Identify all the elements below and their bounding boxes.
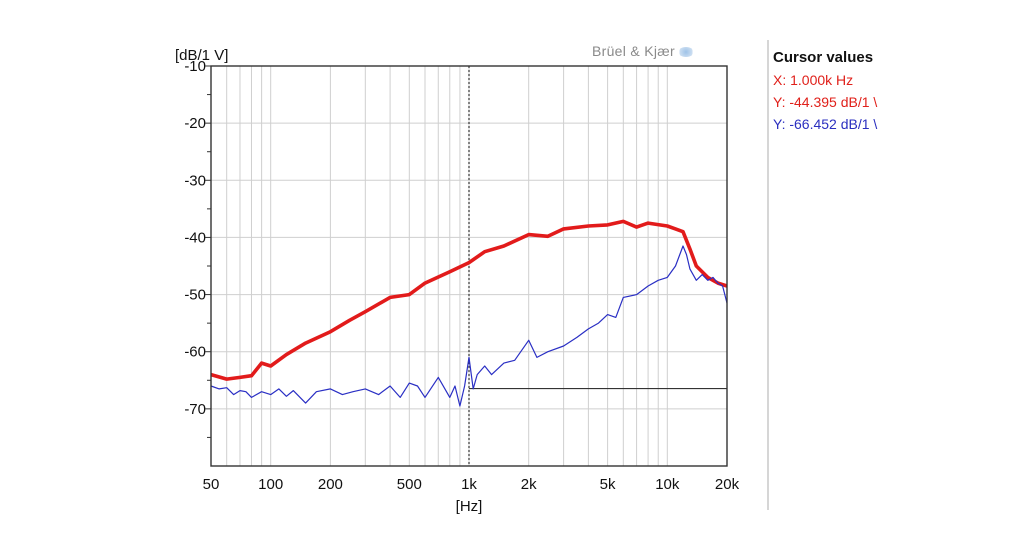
x-tick-label: 500 xyxy=(397,476,422,493)
brand-name: Brüel & Kjær xyxy=(592,43,675,59)
cursor-values-panel: Cursor values X: 1.000k Hz Y: -44.395 dB… xyxy=(773,47,1024,135)
frequency-response-chart: -10 -20 -30 -40 -50 -60 -70 50 100 200 500 1k 2k 5k 10… xyxy=(175,47,740,515)
cursor-y1-value: Y: -44.395 dB/1 \ xyxy=(773,94,878,110)
y-tick-label: -70 xyxy=(184,401,206,418)
y-tick-label: -60 xyxy=(184,344,206,361)
x-tick-label: 10k xyxy=(655,476,680,493)
y-tick-label: -30 xyxy=(184,172,206,189)
x-tick-label: 50 xyxy=(203,476,220,493)
series-layer xyxy=(210,219,728,407)
series-line-2 xyxy=(210,245,728,407)
x-tick-label: 5k xyxy=(600,476,616,493)
x-tick-label: 2k xyxy=(521,476,537,493)
brand-mark-icon xyxy=(677,47,694,58)
x-tick-label: 20k xyxy=(715,476,740,493)
y-tick-label: -50 xyxy=(184,287,206,304)
x-tick-label: 100 xyxy=(258,476,283,493)
brand-logo: Brüel & Kjær xyxy=(592,43,694,59)
y-tick-label: -20 xyxy=(184,115,206,132)
x-tick-label: 200 xyxy=(318,476,343,493)
x-axis-unit-label: [Hz] xyxy=(456,498,483,515)
series-line-1 xyxy=(210,219,728,381)
cursor-y2-value: Y: -66.452 dB/1 \ xyxy=(773,116,878,132)
cursor-values-title: Cursor values xyxy=(773,49,874,66)
panel-divider xyxy=(767,40,769,510)
y-tick-label: -40 xyxy=(184,229,206,246)
y-axis-unit-label: [dB/1 V] xyxy=(175,47,228,64)
tick-labels: -10 -20 -30 -40 -50 -60 -70 50 100 200 500 1k 2k 5k 10… xyxy=(184,58,739,493)
cursor-x-value: X: 1.000k Hz xyxy=(773,72,854,88)
plot-frame xyxy=(210,65,728,467)
x-tick-label: 1k xyxy=(461,476,477,493)
y-tick-label: -10 xyxy=(184,58,206,75)
grid-lines xyxy=(207,65,727,466)
